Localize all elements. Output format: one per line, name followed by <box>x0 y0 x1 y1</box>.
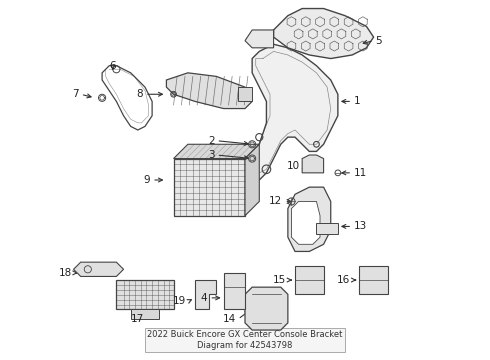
Polygon shape <box>288 187 331 251</box>
Polygon shape <box>317 223 338 234</box>
Text: 3: 3 <box>208 150 215 160</box>
Text: 16: 16 <box>337 275 350 285</box>
Polygon shape <box>238 87 252 102</box>
Text: 4: 4 <box>201 293 207 303</box>
Polygon shape <box>74 262 123 276</box>
Text: 2022 Buick Encore GX Center Console Bracket
Diagram for 42543798: 2022 Buick Encore GX Center Console Brac… <box>147 330 343 350</box>
Text: 12: 12 <box>270 197 283 206</box>
Text: 18: 18 <box>58 268 72 278</box>
Text: 8: 8 <box>137 89 143 99</box>
Polygon shape <box>117 280 173 309</box>
Polygon shape <box>131 309 159 319</box>
Text: 17: 17 <box>131 314 145 324</box>
Polygon shape <box>167 73 252 109</box>
Polygon shape <box>292 202 320 244</box>
Polygon shape <box>173 158 245 216</box>
Text: 9: 9 <box>144 175 150 185</box>
Text: 5: 5 <box>375 36 382 46</box>
Text: 11: 11 <box>354 168 367 178</box>
Polygon shape <box>245 30 273 48</box>
Text: 14: 14 <box>223 314 236 324</box>
Polygon shape <box>273 9 373 59</box>
Polygon shape <box>252 44 338 180</box>
Polygon shape <box>295 266 323 294</box>
Polygon shape <box>223 273 245 309</box>
Text: 2: 2 <box>208 136 215 146</box>
Text: 7: 7 <box>72 89 79 99</box>
Polygon shape <box>302 155 323 173</box>
Text: 1: 1 <box>354 96 361 107</box>
Polygon shape <box>195 280 217 309</box>
Polygon shape <box>245 144 259 216</box>
Text: 15: 15 <box>273 275 286 285</box>
Text: 10: 10 <box>287 161 300 171</box>
Text: 6: 6 <box>110 61 116 71</box>
Text: 19: 19 <box>173 296 186 306</box>
Polygon shape <box>245 287 288 330</box>
Polygon shape <box>173 144 259 158</box>
Text: 13: 13 <box>354 221 367 231</box>
Polygon shape <box>359 266 388 294</box>
